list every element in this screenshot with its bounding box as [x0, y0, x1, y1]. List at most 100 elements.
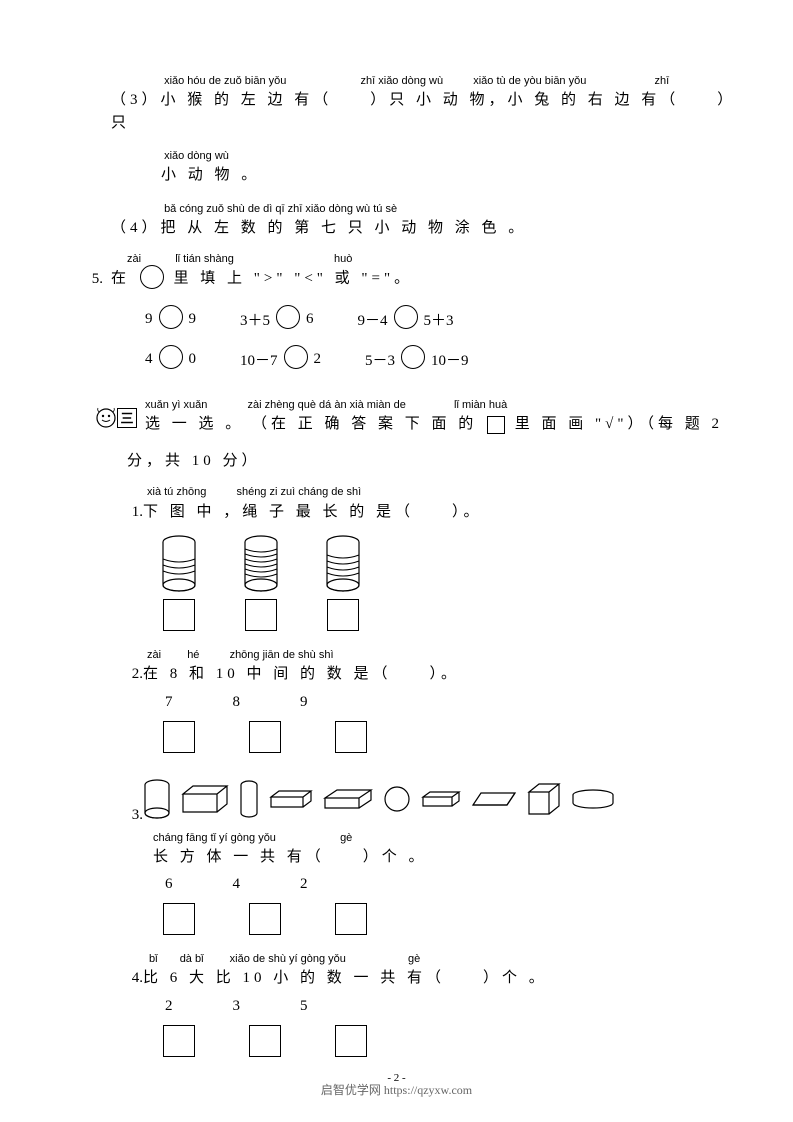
pinyin: zài zhèng què dá àn xià miàn de — [248, 399, 406, 411]
operand: 4 — [145, 351, 153, 368]
answer-box[interactable] — [163, 599, 195, 631]
operand: 9 — [145, 311, 153, 328]
option-label: 4 — [233, 876, 241, 893]
pinyin: xià tú zhōng — [147, 486, 206, 498]
sphere-icon — [383, 785, 411, 813]
operand: 9 — [189, 311, 197, 328]
comparison-item: 5－3 10－9 — [365, 347, 469, 371]
answer-box[interactable] — [335, 721, 367, 753]
operand: 5＋3 — [424, 309, 454, 330]
cylinder-rope-icon — [155, 535, 203, 593]
blank-circle[interactable] — [159, 345, 183, 369]
pinyin: xiǎo tù de yòu biān yǒu — [473, 75, 586, 87]
blank-circle[interactable] — [276, 305, 300, 329]
pinyin: zài — [127, 253, 141, 265]
cube-icon — [527, 782, 561, 816]
cuboid-icon — [323, 788, 373, 810]
pinyin: gè — [340, 832, 352, 844]
cylinder-rope-icon — [319, 535, 367, 593]
comparison-item: 4 0 — [145, 347, 196, 371]
comparison-item: 9－4 5＋3 — [358, 307, 454, 331]
item-number: 2. — [55, 666, 143, 683]
question-text: 在 — [111, 271, 130, 287]
rope-option — [319, 535, 367, 631]
item-number: 3. — [55, 807, 143, 824]
pinyin: xiǎo hóu de zuǒ biān yǒu — [164, 75, 286, 87]
cylinder-icon — [239, 780, 259, 818]
question-text: 比 6 大 比 10 小 的 数 一 共 有（ ）个 。 — [143, 967, 548, 990]
cuboid-icon — [181, 784, 229, 814]
answer-box[interactable] — [327, 599, 359, 631]
option-label: 7 — [165, 694, 173, 711]
pinyin: gè — [408, 953, 420, 965]
answer-box[interactable] — [163, 721, 195, 753]
cylinder-rope-icon — [237, 535, 285, 593]
pinyin: zhī — [654, 75, 669, 87]
question-text: 里 填 上 ">" "<" 或 "="。 — [174, 271, 414, 287]
rope-option — [237, 535, 285, 631]
operand: 9－4 — [358, 309, 388, 330]
pinyin: lǐ miàn huà — [454, 399, 507, 411]
pinyin: hé — [187, 649, 199, 661]
option-label: 9 — [300, 694, 308, 711]
operand: 0 — [189, 351, 197, 368]
section-desc: 分，共 10 分） — [127, 453, 261, 469]
pinyin: zhī xiǎo dòng wù — [361, 75, 444, 87]
blank-circle[interactable] — [159, 305, 183, 329]
question-text: 小 猴 的 左 边 有（ ）只 小 动 物，小 兔 的 右 边 有（ ）只 — [111, 92, 736, 131]
cylinder-icon — [143, 779, 171, 819]
pinyin: bǎ cóng zuǒ shù de dì qī zhī xiǎo dòng w… — [164, 203, 397, 215]
face-icon — [95, 407, 117, 429]
answer-box[interactable] — [163, 1025, 195, 1057]
answer-box[interactable] — [335, 903, 367, 935]
answer-box[interactable] — [335, 1025, 367, 1057]
cuboid-icon — [421, 790, 461, 808]
operand: 10－7 — [240, 349, 278, 370]
option-label: 8 — [233, 694, 241, 711]
pinyin: zài — [147, 649, 161, 661]
question-text: 长 方 体 一 共 有（ ）个 。 — [153, 849, 428, 865]
operand: 5－3 — [365, 349, 395, 370]
pinyin: lǐ tián shàng — [175, 253, 234, 265]
operand: 2 — [314, 351, 322, 368]
cylinder-flat-icon — [571, 789, 615, 809]
section-number-box: 三 — [117, 408, 137, 428]
item-number: 5. — [55, 271, 103, 288]
blank-box — [487, 416, 505, 434]
option-label: 2 — [300, 876, 308, 893]
pinyin: xiǎo de shù yí gòng yǒu — [230, 953, 346, 965]
answer-box[interactable] — [249, 1025, 281, 1057]
pinyin: xiǎo dòng wù — [164, 150, 229, 162]
comparison-item: 10－7 2 — [240, 347, 321, 371]
pinyin: xuǎn yì xuǎn — [145, 399, 207, 411]
operand: 10－9 — [431, 349, 469, 370]
question-text: 下 图 中 ，绳 子 最 长 的 是（ ）。 — [143, 501, 483, 524]
blank-circle[interactable] — [284, 345, 308, 369]
footer-link: 启智优学网 https://qzyxw.com — [0, 1081, 793, 1098]
comparison-item: 3＋5 6 — [240, 307, 314, 331]
option-label: 2 — [165, 998, 173, 1015]
cuboid-icon — [269, 789, 313, 809]
option-label: 3 — [233, 998, 241, 1015]
pinyin: zhōng jiān de shù shì — [230, 649, 334, 661]
section-title: 选 一 选 。 — [145, 416, 244, 432]
pinyin: shéng zi zuì cháng de shì — [236, 486, 361, 498]
section-desc: （在 正 确 答 案 下 面 的 — [252, 416, 477, 432]
question-text: 在 8 和 10 中 间 的 数 是（ ）。 — [143, 663, 460, 686]
answer-box[interactable] — [245, 599, 277, 631]
question-text: 把 从 左 数 的 第 七 只 小 动 物 涂 色 。 — [161, 220, 528, 236]
answer-box[interactable] — [249, 721, 281, 753]
blank-circle[interactable] — [140, 265, 164, 289]
answer-box[interactable] — [163, 903, 195, 935]
item-number: 1. — [55, 504, 143, 521]
blank-circle[interactable] — [401, 345, 425, 369]
operand: 6 — [306, 311, 314, 328]
question-text: 小 动 物 。 — [161, 167, 260, 183]
blank-circle[interactable] — [394, 305, 418, 329]
item-number: 4. — [55, 970, 143, 987]
pinyin: bǐ — [149, 953, 158, 965]
pinyin: huò — [334, 253, 352, 265]
answer-box[interactable] — [249, 903, 281, 935]
option-label: 6 — [165, 876, 173, 893]
item-number: （3） — [111, 92, 161, 108]
